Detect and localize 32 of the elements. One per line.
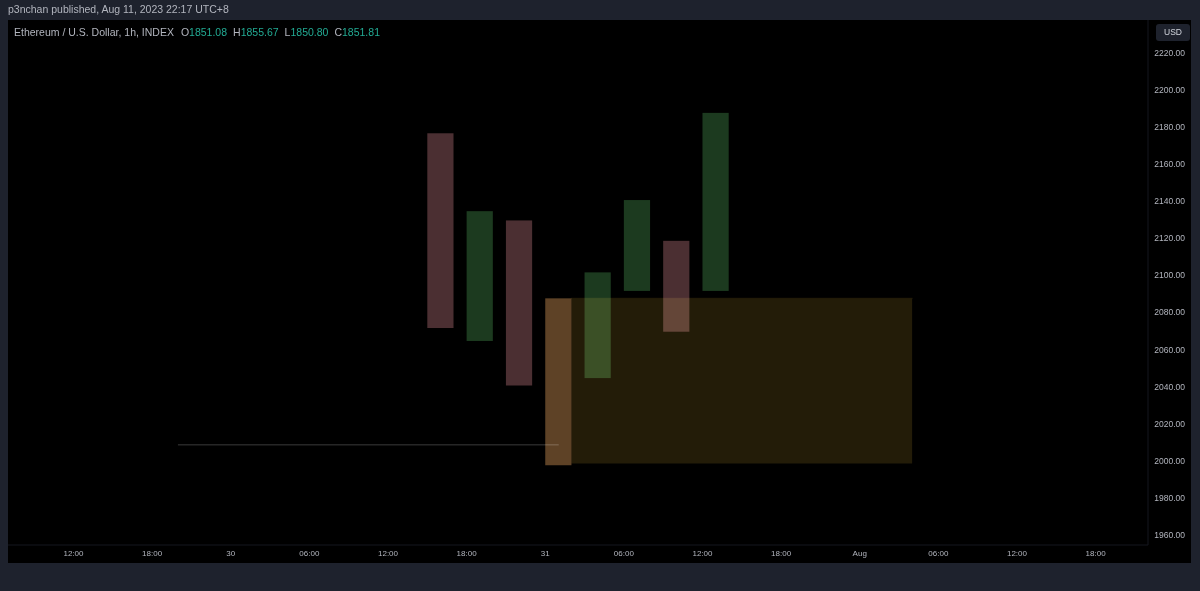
y-tick-label: 2180.00 [1154,121,1186,132]
x-tick-label: 12:00 [377,549,399,559]
y-tick-label: 2160.00 [1154,159,1186,170]
x-tick-label: Aug [852,549,867,559]
y-axis-title: USD [1164,27,1182,38]
x-tick-label: 18:00 [1085,549,1107,559]
x-tick-label: 18:00 [771,549,792,559]
y-tick-label: 2020.00 [1154,418,1186,429]
x-tick-label: 12:00 [1006,549,1028,559]
y-tick-label: 2040.00 [1154,381,1186,392]
y-tick-label: 2200.00 [1154,84,1186,95]
y-tick-label: 1960.00 [1154,529,1186,540]
text: p3nchan published, Aug 11, 2023 22:17 UTC+8 [8,3,229,15]
x-tick-label: 06:00 [928,549,949,559]
x-tick-label: 06:00 [299,549,320,559]
x-tick-label: 18:00 [142,549,163,559]
x-tick-label: 30 [226,549,236,559]
x-tick-label: 12:00 [692,549,714,559]
text: O1851.08 H1855.67 L1850.80 C1851.81 [180,26,381,38]
y-tick-label: 2060.00 [1154,344,1186,355]
y-tick-label: 2000.00 [1154,455,1186,466]
text: Ethereum / U.S. Dollar, 1h, INDEX [14,26,174,38]
y-tick-label: 1980.00 [1154,492,1186,503]
y-tick-label: 2220.00 [1154,47,1186,58]
x-tick-label: 31 [540,549,551,559]
y-tick-label: 2120.00 [1154,233,1186,244]
y-tick-label: 2140.00 [1154,196,1186,207]
x-tick-label: 06:00 [613,549,635,559]
x-tick-label: 12:00 [63,549,85,559]
x-tick-label: 18:00 [456,549,478,559]
y-tick-label: 2080.00 [1154,307,1186,318]
y-tick-label: 2100.00 [1154,270,1186,281]
